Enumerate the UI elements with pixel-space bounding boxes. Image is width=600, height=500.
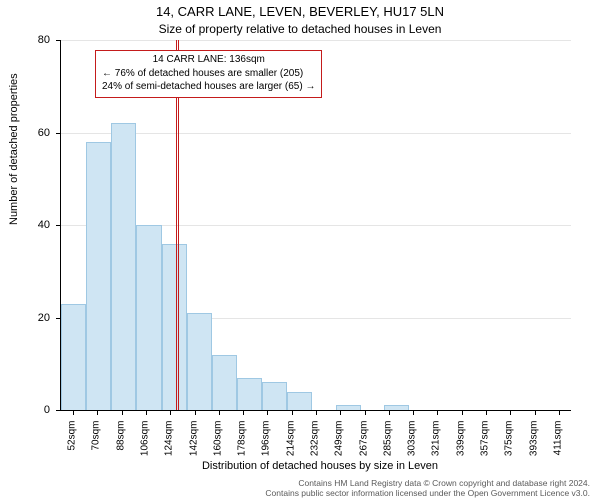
callout-line1: 14 CARR LANE: 136sqm	[102, 53, 315, 67]
chart-title-line2: Size of property relative to detached ho…	[0, 22, 600, 36]
footer-line1: Contains HM Land Registry data © Crown c…	[0, 478, 590, 488]
x-tick-mark	[122, 410, 123, 415]
x-tick-mark	[340, 410, 341, 415]
bar	[136, 225, 161, 410]
y-tick-mark	[56, 40, 61, 41]
bar	[262, 382, 287, 410]
x-axis-label: Distribution of detached houses by size …	[0, 460, 600, 472]
x-tick-mark	[316, 410, 317, 415]
bar	[212, 355, 237, 411]
x-tick-mark	[195, 410, 196, 415]
x-tick-mark	[146, 410, 147, 415]
y-tick-label: 40	[0, 219, 50, 231]
y-axis-label: Number of detached properties	[8, 73, 20, 225]
bar	[287, 392, 312, 411]
y-tick-label: 20	[0, 312, 50, 324]
y-tick-mark	[56, 410, 61, 411]
x-tick-mark	[73, 410, 74, 415]
footer-line2: Contains public sector information licen…	[0, 488, 590, 498]
plot-area: 14 CARR LANE: 136sqm ← 76% of detached h…	[60, 40, 571, 411]
y-tick-mark	[56, 225, 61, 226]
x-tick-mark	[243, 410, 244, 415]
bar	[61, 304, 86, 410]
bar	[162, 244, 187, 411]
y-tick-mark	[56, 318, 61, 319]
x-tick-mark	[267, 410, 268, 415]
bar	[237, 378, 262, 410]
callout-box: 14 CARR LANE: 136sqm ← 76% of detached h…	[95, 50, 322, 98]
x-tick-mark	[389, 410, 390, 415]
chart-title-line1: 14, CARR LANE, LEVEN, BEVERLEY, HU17 5LN	[0, 4, 600, 19]
x-tick-mark	[413, 410, 414, 415]
x-tick-mark	[559, 410, 560, 415]
y-tick-label: 80	[0, 34, 50, 46]
footer-attribution: Contains HM Land Registry data © Crown c…	[0, 478, 590, 498]
callout-line2: ← 76% of detached houses are smaller (20…	[102, 67, 315, 81]
x-tick-mark	[437, 410, 438, 415]
x-tick-mark	[292, 410, 293, 415]
bar	[187, 313, 212, 410]
y-tick-mark	[56, 133, 61, 134]
y-tick-label: 0	[0, 404, 50, 416]
x-tick-mark	[170, 410, 171, 415]
x-tick-mark	[535, 410, 536, 415]
bar	[384, 405, 409, 410]
x-tick-mark	[97, 410, 98, 415]
bar	[111, 123, 136, 410]
bar	[86, 142, 111, 410]
x-tick-mark	[365, 410, 366, 415]
x-tick-mark	[219, 410, 220, 415]
x-tick-mark	[462, 410, 463, 415]
callout-line3: 24% of semi-detached houses are larger (…	[102, 80, 315, 94]
y-tick-label: 60	[0, 127, 50, 139]
x-tick-mark	[486, 410, 487, 415]
x-tick-mark	[510, 410, 511, 415]
